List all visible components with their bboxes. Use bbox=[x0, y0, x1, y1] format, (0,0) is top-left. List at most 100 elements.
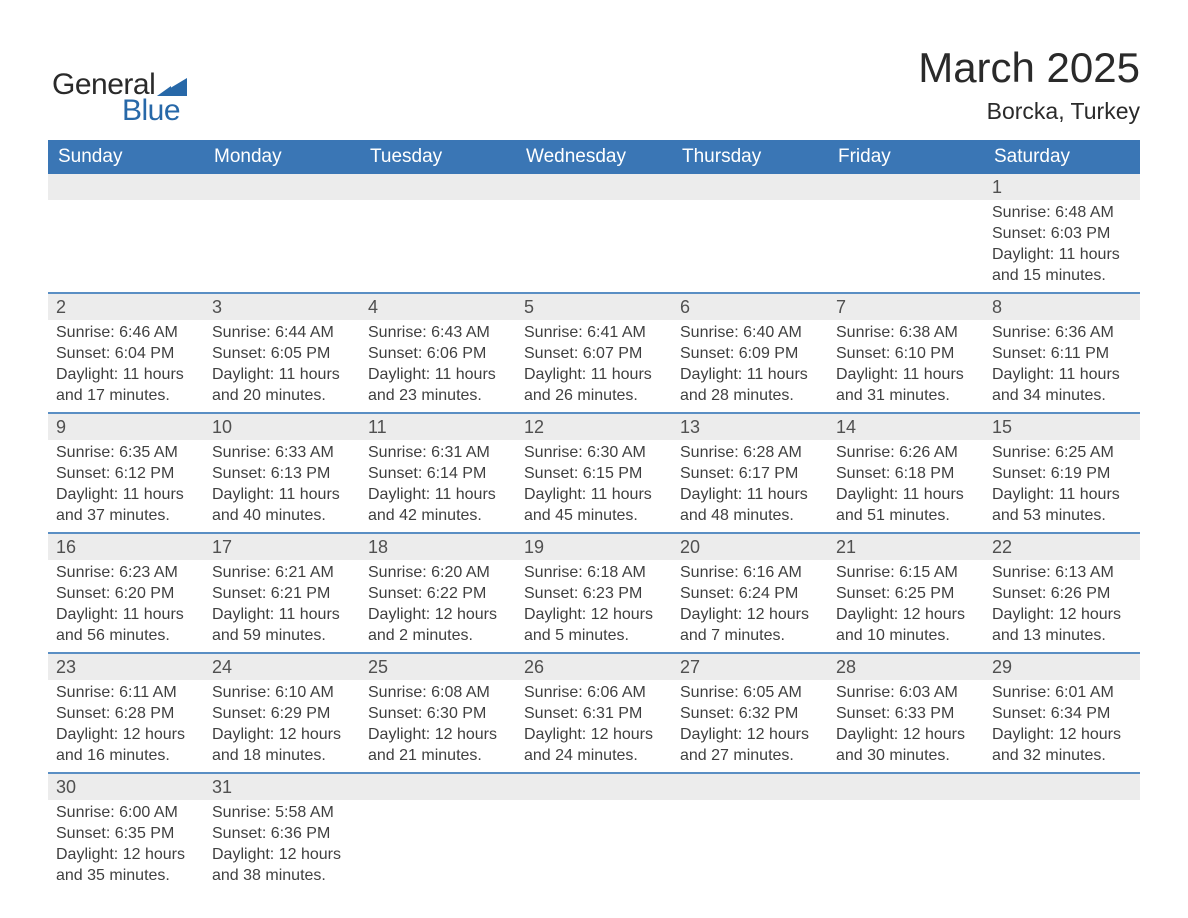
calendar-day-cell: 24Sunrise: 6:10 AMSunset: 6:29 PMDayligh… bbox=[204, 653, 360, 773]
header-row: General Blue March 2025 Borcka, Turkey bbox=[48, 40, 1140, 128]
day-details bbox=[204, 200, 360, 229]
brand-logo: General Blue bbox=[52, 68, 212, 128]
calendar-header: SundayMondayTuesdayWednesdayThursdayFrid… bbox=[48, 140, 1140, 174]
calendar-day-cell bbox=[48, 174, 204, 293]
day-number: 4 bbox=[360, 294, 516, 320]
day-number: 28 bbox=[828, 654, 984, 680]
weekday-header: Thursday bbox=[672, 140, 828, 174]
day-number: 8 bbox=[984, 294, 1140, 320]
calendar-day-cell: 8Sunrise: 6:36 AMSunset: 6:11 PMDaylight… bbox=[984, 293, 1140, 413]
calendar-day-cell: 31Sunrise: 5:58 AMSunset: 6:36 PMDayligh… bbox=[204, 773, 360, 892]
day-number bbox=[516, 174, 672, 200]
calendar-day-cell: 14Sunrise: 6:26 AMSunset: 6:18 PMDayligh… bbox=[828, 413, 984, 533]
day-number: 16 bbox=[48, 534, 204, 560]
day-details: Sunrise: 6:38 AMSunset: 6:10 PMDaylight:… bbox=[828, 320, 984, 412]
day-number bbox=[204, 174, 360, 200]
day-number: 17 bbox=[204, 534, 360, 560]
day-number bbox=[672, 174, 828, 200]
day-details: Sunrise: 6:21 AMSunset: 6:21 PMDaylight:… bbox=[204, 560, 360, 652]
day-number: 27 bbox=[672, 654, 828, 680]
day-number: 18 bbox=[360, 534, 516, 560]
calendar-day-cell: 2Sunrise: 6:46 AMSunset: 6:04 PMDaylight… bbox=[48, 293, 204, 413]
calendar-day-cell: 23Sunrise: 6:11 AMSunset: 6:28 PMDayligh… bbox=[48, 653, 204, 773]
calendar-page: General Blue March 2025 Borcka, Turkey S… bbox=[0, 0, 1188, 918]
day-details: Sunrise: 6:08 AMSunset: 6:30 PMDaylight:… bbox=[360, 680, 516, 772]
day-number bbox=[48, 174, 204, 200]
calendar-day-cell: 3Sunrise: 6:44 AMSunset: 6:05 PMDaylight… bbox=[204, 293, 360, 413]
calendar-day-cell: 10Sunrise: 6:33 AMSunset: 6:13 PMDayligh… bbox=[204, 413, 360, 533]
calendar-day-cell: 25Sunrise: 6:08 AMSunset: 6:30 PMDayligh… bbox=[360, 653, 516, 773]
day-number: 9 bbox=[48, 414, 204, 440]
calendar-week-row: 23Sunrise: 6:11 AMSunset: 6:28 PMDayligh… bbox=[48, 653, 1140, 773]
day-details: Sunrise: 6:28 AMSunset: 6:17 PMDaylight:… bbox=[672, 440, 828, 532]
day-number bbox=[360, 174, 516, 200]
calendar-day-cell bbox=[672, 773, 828, 892]
day-details: Sunrise: 6:13 AMSunset: 6:26 PMDaylight:… bbox=[984, 560, 1140, 652]
brand-triangle-icon bbox=[157, 74, 187, 96]
day-number: 2 bbox=[48, 294, 204, 320]
day-details: Sunrise: 6:10 AMSunset: 6:29 PMDaylight:… bbox=[204, 680, 360, 772]
day-number bbox=[360, 774, 516, 800]
day-details: Sunrise: 6:20 AMSunset: 6:22 PMDaylight:… bbox=[360, 560, 516, 652]
day-details: Sunrise: 6:41 AMSunset: 6:07 PMDaylight:… bbox=[516, 320, 672, 412]
calendar-day-cell: 5Sunrise: 6:41 AMSunset: 6:07 PMDaylight… bbox=[516, 293, 672, 413]
calendar-day-cell: 30Sunrise: 6:00 AMSunset: 6:35 PMDayligh… bbox=[48, 773, 204, 892]
day-details: Sunrise: 6:18 AMSunset: 6:23 PMDaylight:… bbox=[516, 560, 672, 652]
weekday-header: Tuesday bbox=[360, 140, 516, 174]
day-number: 30 bbox=[48, 774, 204, 800]
day-details: Sunrise: 6:03 AMSunset: 6:33 PMDaylight:… bbox=[828, 680, 984, 772]
day-details: Sunrise: 6:31 AMSunset: 6:14 PMDaylight:… bbox=[360, 440, 516, 532]
weekday-header: Monday bbox=[204, 140, 360, 174]
weekday-header: Wednesday bbox=[516, 140, 672, 174]
day-details bbox=[984, 800, 1140, 829]
day-details bbox=[360, 200, 516, 229]
day-details: Sunrise: 6:25 AMSunset: 6:19 PMDaylight:… bbox=[984, 440, 1140, 532]
day-details: Sunrise: 6:01 AMSunset: 6:34 PMDaylight:… bbox=[984, 680, 1140, 772]
day-details bbox=[516, 800, 672, 829]
calendar-day-cell bbox=[828, 773, 984, 892]
day-details bbox=[672, 800, 828, 829]
day-details: Sunrise: 6:16 AMSunset: 6:24 PMDaylight:… bbox=[672, 560, 828, 652]
calendar-week-row: 2Sunrise: 6:46 AMSunset: 6:04 PMDaylight… bbox=[48, 293, 1140, 413]
day-number: 5 bbox=[516, 294, 672, 320]
calendar-day-cell: 26Sunrise: 6:06 AMSunset: 6:31 PMDayligh… bbox=[516, 653, 672, 773]
calendar-body: 1Sunrise: 6:48 AMSunset: 6:03 PMDaylight… bbox=[48, 174, 1140, 892]
brand-word-2: Blue bbox=[122, 94, 212, 128]
day-number: 6 bbox=[672, 294, 828, 320]
day-number: 23 bbox=[48, 654, 204, 680]
day-details: Sunrise: 6:48 AMSunset: 6:03 PMDaylight:… bbox=[984, 200, 1140, 292]
calendar-day-cell bbox=[828, 174, 984, 293]
day-number bbox=[984, 774, 1140, 800]
day-number: 31 bbox=[204, 774, 360, 800]
calendar-week-row: 1Sunrise: 6:48 AMSunset: 6:03 PMDaylight… bbox=[48, 174, 1140, 293]
day-number: 3 bbox=[204, 294, 360, 320]
day-number: 14 bbox=[828, 414, 984, 440]
day-number bbox=[516, 774, 672, 800]
calendar-day-cell: 1Sunrise: 6:48 AMSunset: 6:03 PMDaylight… bbox=[984, 174, 1140, 293]
calendar-week-row: 16Sunrise: 6:23 AMSunset: 6:20 PMDayligh… bbox=[48, 533, 1140, 653]
day-details bbox=[48, 200, 204, 229]
calendar-day-cell bbox=[360, 773, 516, 892]
day-details: Sunrise: 5:58 AMSunset: 6:36 PMDaylight:… bbox=[204, 800, 360, 892]
calendar-day-cell: 17Sunrise: 6:21 AMSunset: 6:21 PMDayligh… bbox=[204, 533, 360, 653]
day-details bbox=[360, 800, 516, 829]
day-number: 29 bbox=[984, 654, 1140, 680]
day-details: Sunrise: 6:23 AMSunset: 6:20 PMDaylight:… bbox=[48, 560, 204, 652]
day-details: Sunrise: 6:35 AMSunset: 6:12 PMDaylight:… bbox=[48, 440, 204, 532]
weekday-header: Sunday bbox=[48, 140, 204, 174]
calendar-day-cell bbox=[516, 174, 672, 293]
calendar-day-cell: 18Sunrise: 6:20 AMSunset: 6:22 PMDayligh… bbox=[360, 533, 516, 653]
day-number: 25 bbox=[360, 654, 516, 680]
day-number: 7 bbox=[828, 294, 984, 320]
day-number: 1 bbox=[984, 174, 1140, 200]
calendar-day-cell: 28Sunrise: 6:03 AMSunset: 6:33 PMDayligh… bbox=[828, 653, 984, 773]
calendar-day-cell: 6Sunrise: 6:40 AMSunset: 6:09 PMDaylight… bbox=[672, 293, 828, 413]
day-number: 21 bbox=[828, 534, 984, 560]
day-number: 12 bbox=[516, 414, 672, 440]
title-block: March 2025 Borcka, Turkey bbox=[918, 44, 1140, 125]
day-details: Sunrise: 6:05 AMSunset: 6:32 PMDaylight:… bbox=[672, 680, 828, 772]
day-details: Sunrise: 6:36 AMSunset: 6:11 PMDaylight:… bbox=[984, 320, 1140, 412]
calendar-day-cell bbox=[360, 174, 516, 293]
calendar-day-cell bbox=[516, 773, 672, 892]
calendar-day-cell: 21Sunrise: 6:15 AMSunset: 6:25 PMDayligh… bbox=[828, 533, 984, 653]
